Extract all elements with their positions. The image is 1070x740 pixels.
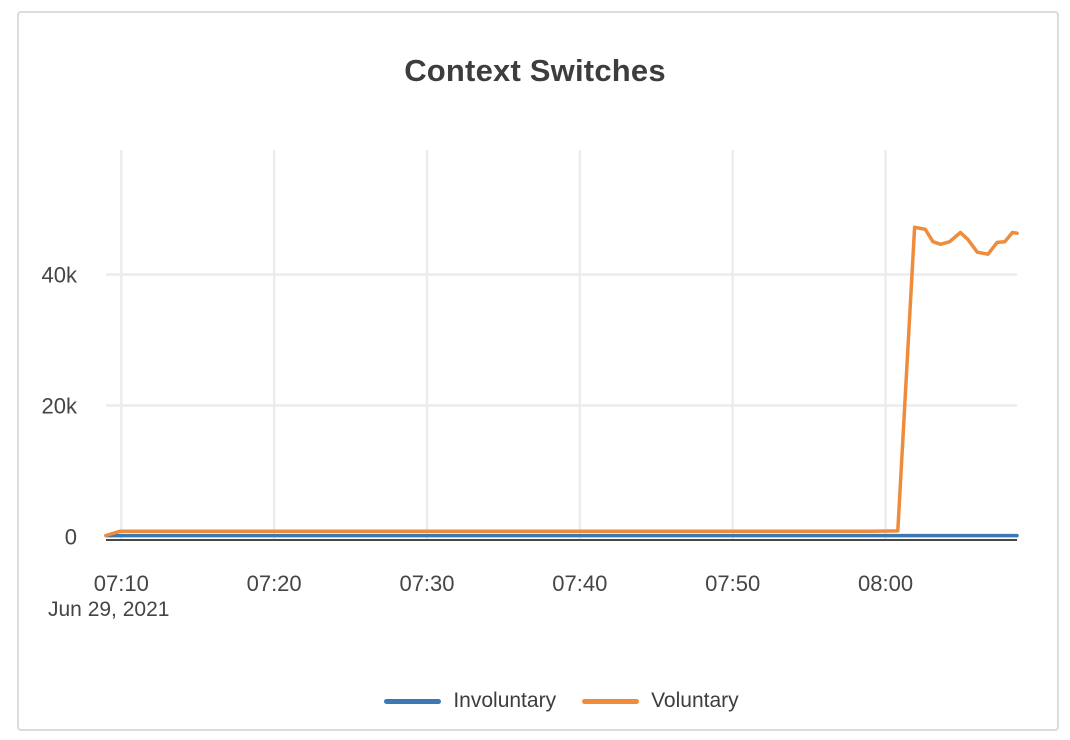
x-tick-label: 08:00 <box>858 571 913 596</box>
x-tick-label: 07:40 <box>552 571 607 596</box>
x-tick-label: 07:50 <box>705 571 760 596</box>
x-tick-label: 07:20 <box>247 571 302 596</box>
legend-item-voluntary[interactable]: Voluntary <box>582 689 739 713</box>
chart-legend: Involuntary Voluntary <box>106 689 1017 713</box>
legend-swatch-voluntary <box>582 698 640 704</box>
legend-item-involuntary[interactable]: Involuntary <box>384 689 556 713</box>
y-tick-label: 40k <box>42 262 78 287</box>
y-tick-label: 20k <box>42 393 78 418</box>
x-tick-label: 07:10 <box>94 571 149 596</box>
chart-title: Context Switches <box>404 53 666 88</box>
x-axis-date-label: Jun 29, 2021 <box>48 598 169 621</box>
y-tick-label: 0 <box>65 525 77 550</box>
legend-label: Voluntary <box>651 689 739 712</box>
legend-swatch-involuntary <box>384 698 442 704</box>
x-tick-label: 07:30 <box>399 571 454 596</box>
legend-label: Involuntary <box>453 689 557 712</box>
series-line-voluntary <box>104 225 1019 538</box>
